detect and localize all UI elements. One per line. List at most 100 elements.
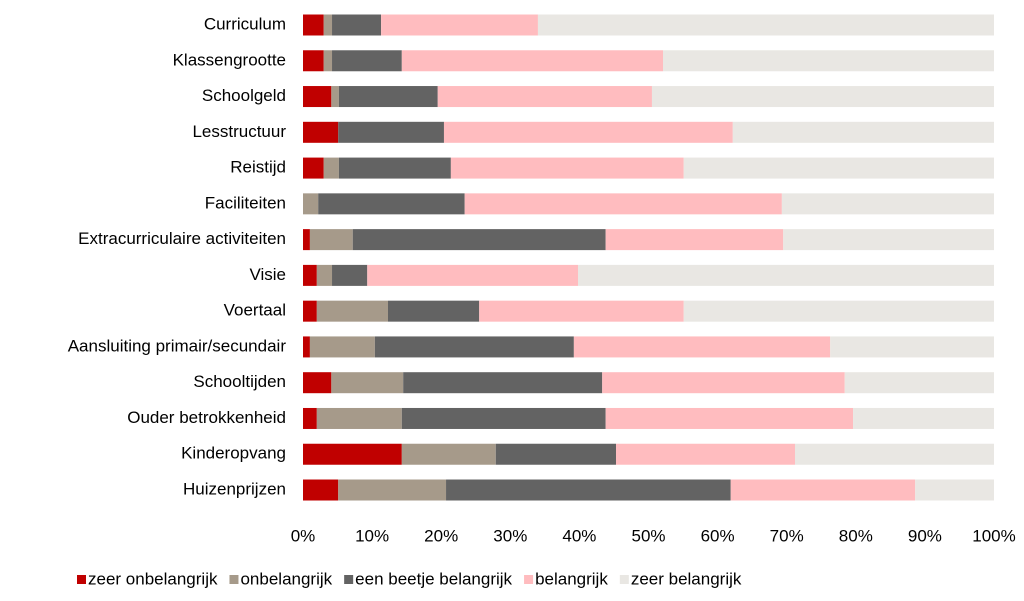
bar-segment xyxy=(605,229,784,251)
bar-segment xyxy=(332,50,402,72)
bar-segment xyxy=(338,479,447,501)
y-tick-label: Lesstructuur xyxy=(192,122,286,141)
bar-segment xyxy=(318,193,465,215)
bar-segment xyxy=(332,14,382,36)
bar-segment xyxy=(616,443,795,465)
bar-segment xyxy=(401,443,496,465)
x-tick-label: 60% xyxy=(701,526,735,545)
y-tick-label: Aansluiting primair/secundair xyxy=(68,336,287,355)
bar-segment xyxy=(338,157,451,179)
legend-label: een beetje belangrijk xyxy=(355,569,512,588)
bar-segment xyxy=(387,300,480,322)
bar-segment xyxy=(303,407,317,429)
x-tick-label: 20% xyxy=(424,526,458,545)
legend-label: belangrijk xyxy=(535,569,608,588)
bar-segment xyxy=(338,86,438,108)
bar-segment xyxy=(331,86,339,108)
y-tick-label: Voertaal xyxy=(224,301,286,320)
bar-segment xyxy=(683,300,994,322)
legend-swatch xyxy=(77,575,86,584)
bar-segment xyxy=(605,407,854,429)
bar-segment xyxy=(303,121,339,143)
x-tick-label: 90% xyxy=(908,526,942,545)
bar-segment xyxy=(578,264,994,286)
bar-segment xyxy=(352,229,606,251)
bar-segment xyxy=(374,336,574,358)
bar-segment xyxy=(403,372,603,394)
bar-segment xyxy=(446,479,731,501)
legend-label: onbelangrijk xyxy=(240,569,332,588)
bar-segment xyxy=(303,300,317,322)
bar-segment xyxy=(332,264,368,286)
x-tick-label: 40% xyxy=(562,526,596,545)
x-tick-label: 10% xyxy=(355,526,389,545)
bar-segment xyxy=(437,86,652,108)
x-tick-label: 100% xyxy=(972,526,1015,545)
y-tick-label: Reistijd xyxy=(230,158,286,177)
bar-segment xyxy=(331,372,404,394)
bar-segment xyxy=(683,157,994,179)
legend-swatch xyxy=(344,575,354,584)
bar-segment xyxy=(602,372,845,394)
bar-segment xyxy=(303,264,317,286)
bar-segment xyxy=(303,157,324,179)
bar-segment xyxy=(316,407,402,429)
y-tick-label: Visie xyxy=(249,265,286,284)
legend-swatch xyxy=(619,575,629,584)
y-tick-label: Faciliteiten xyxy=(205,193,286,212)
x-tick-label: 80% xyxy=(839,526,873,545)
x-tick-label: 0% xyxy=(291,526,316,545)
bar-segment xyxy=(323,157,339,179)
x-tick-label: 50% xyxy=(631,526,665,545)
bar-segment xyxy=(479,300,684,322)
bar-segment xyxy=(495,443,617,465)
y-tick-label: Ouder betrokkenheid xyxy=(127,408,286,427)
bar-segment xyxy=(303,14,324,36)
bar-segment xyxy=(830,336,994,358)
y-tick-label: Huizenprijzen xyxy=(183,479,286,498)
y-tick-label: Kinderopvang xyxy=(181,444,286,463)
bar-segment xyxy=(303,229,310,251)
x-tick-label: 30% xyxy=(493,526,527,545)
bar-segment xyxy=(573,336,831,358)
legend-label: zeer belangrijk xyxy=(631,569,742,588)
bar-segment xyxy=(915,479,994,501)
y-tick-label: Klassengrootte xyxy=(173,50,286,69)
bar-segment xyxy=(450,157,684,179)
bar-segment xyxy=(401,407,606,429)
bar-segment xyxy=(381,14,538,36)
bar-segment xyxy=(316,300,388,322)
bar-segment xyxy=(794,443,994,465)
bar-segment xyxy=(303,193,319,215)
bar-segment xyxy=(464,193,782,215)
bar-segment xyxy=(663,50,994,72)
bar-segment xyxy=(844,372,994,394)
bar-segment xyxy=(783,229,994,251)
bar-segment xyxy=(443,121,733,143)
bar-segment xyxy=(732,121,994,143)
bar-segment xyxy=(303,336,310,358)
bar-segment xyxy=(309,336,375,358)
bar-segment xyxy=(303,86,332,108)
bar-segment xyxy=(730,479,916,501)
bar-segment xyxy=(303,372,332,394)
bar-segment xyxy=(303,443,402,465)
bar-segment xyxy=(316,264,333,286)
legend-label: zeer onbelangrijk xyxy=(88,569,218,588)
legend-swatch xyxy=(229,575,239,584)
legend-swatch xyxy=(524,575,534,584)
bar-segment xyxy=(401,50,664,72)
y-tick-label: Curriculum xyxy=(204,14,286,33)
bar-segment xyxy=(323,50,333,72)
x-tick-label: 70% xyxy=(770,526,804,545)
bar-segment xyxy=(537,14,994,36)
bar-segment xyxy=(367,264,579,286)
y-tick-label: Extracurriculaire activiteiten xyxy=(78,229,286,248)
bar-segment xyxy=(781,193,994,215)
y-tick-label: Schooltijden xyxy=(193,372,286,391)
bar-segment xyxy=(853,407,994,429)
bar-segment xyxy=(651,86,994,108)
bar-segment xyxy=(309,229,353,251)
y-tick-label: Schoolgeld xyxy=(202,86,286,105)
